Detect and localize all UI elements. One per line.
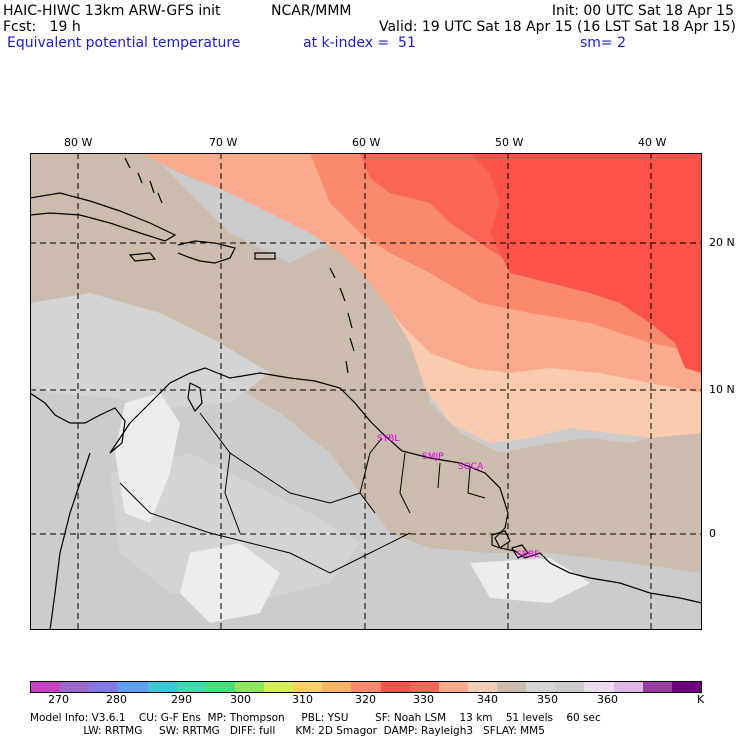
map-svg: SYBL SMJP SOCA SBBE — [30, 153, 702, 630]
field-tan-region — [30, 153, 702, 573]
coast-lesser-antilles — [329, 267, 355, 374]
coast-amazon-delta — [491, 530, 529, 559]
field-white-patch — [470, 558, 590, 603]
colorbar-unit: K — [697, 693, 705, 706]
colorbar-tick-310: 310 — [292, 693, 313, 706]
colorbar-swatch — [264, 682, 294, 692]
k-index-label: at k-index = 51 — [303, 35, 416, 51]
colorbar-tick-360: 360 — [597, 693, 618, 706]
colorbar-swatch — [89, 682, 119, 692]
graticule — [30, 153, 702, 630]
valid-time: Valid: 19 UTC Sat 18 Apr 15 (16 LST Sat … — [378, 19, 736, 35]
lat-label-10n: 10 N — [709, 383, 735, 396]
field-name: Equivalent potential temperature — [7, 35, 241, 51]
colorbar-swatch — [351, 682, 381, 692]
lon-label-50w: 50 W — [495, 136, 524, 149]
model-info-line1: Model Info: V3.6.1 CU: G-F Ens MP: Thomp… — [30, 712, 601, 724]
colorbar-swatch — [584, 682, 614, 692]
colorbar — [30, 681, 702, 693]
colorbar-swatch — [409, 682, 439, 692]
map-panel: SYBL SMJP SOCA SBBE — [30, 153, 702, 630]
colorbar-tick-290: 290 — [171, 693, 192, 706]
colorbar-tick-270: 270 — [48, 693, 69, 706]
coast-jamaica — [128, 252, 157, 262]
coast-lake-maracaibo — [187, 382, 203, 413]
colorbar-swatch — [60, 682, 90, 692]
model-info-line2: LW: RRTMG SW: RRTMG DIFF: full KM: 2D Sm… — [30, 725, 545, 737]
colorbar-swatch — [467, 682, 497, 692]
lat-label-20n: 20 N — [709, 236, 735, 249]
forecast-hour: Fcst: 19 h — [3, 19, 81, 35]
colorbar-swatch — [147, 682, 177, 692]
colorbar-swatch — [497, 682, 527, 692]
border-interior — [119, 412, 486, 574]
coast-cuba — [30, 192, 177, 242]
lon-label-60w: 60 W — [352, 136, 381, 149]
colorbar-swatch — [526, 682, 556, 692]
coast-hispaniola — [177, 240, 236, 264]
colorbar-swatch — [642, 682, 672, 692]
colorbar-swatch — [293, 682, 323, 692]
colorbar-swatch — [613, 682, 643, 692]
coastlines — [30, 157, 702, 630]
colorbar-tick-340: 340 — [477, 693, 498, 706]
colorbar-swatch — [118, 682, 148, 692]
colorbar-swatch — [380, 682, 410, 692]
model-title: HAIC-HIWC 13km ARW-GFS init — [3, 3, 221, 19]
lon-label-70w: 70 W — [209, 136, 238, 149]
coast-pacific — [49, 452, 91, 630]
colorbar-tick-300: 300 — [230, 693, 251, 706]
coast-puerto-rico — [254, 252, 276, 260]
field-white-patch — [180, 543, 280, 623]
station-smjp: SMJP — [422, 452, 444, 462]
coast-bahamas — [124, 157, 163, 204]
colorbar-swatch — [31, 682, 61, 692]
init-time: Init: 00 UTC Sat 18 Apr 15 — [551, 3, 734, 19]
lon-label-80w: 80 W — [64, 136, 93, 149]
colorbar-tick-350: 350 — [537, 693, 558, 706]
colorbar-swatch — [671, 682, 701, 692]
station-soca: SOCA — [458, 462, 484, 472]
colorbar-swatch — [322, 682, 352, 692]
field-gray-patch — [110, 453, 360, 603]
field-red-dark-region — [470, 153, 702, 373]
coast-south-america — [109, 367, 702, 604]
field-gray-patch — [30, 293, 270, 408]
colorbar-swatch — [234, 682, 264, 692]
colorbar-swatch — [176, 682, 206, 692]
colorbar-swatch — [555, 682, 585, 692]
colorbar-tick-280: 280 — [106, 693, 127, 706]
station-sbbe: SBBE — [516, 550, 540, 560]
colorbar-tick-330: 330 — [413, 693, 434, 706]
map-border — [30, 153, 702, 630]
field-white-patch — [115, 393, 180, 523]
colorbar-swatch — [205, 682, 235, 692]
lon-label-40w: 40 W — [638, 136, 667, 149]
station-sybl: SYBL — [377, 434, 399, 444]
lat-label-0: 0 — [709, 527, 716, 540]
org-label: NCAR/MMM — [271, 3, 352, 19]
colorbar-tick-320: 320 — [355, 693, 376, 706]
colorbar-swatch — [438, 682, 468, 692]
smoothing-label: sm= 2 — [580, 35, 627, 51]
